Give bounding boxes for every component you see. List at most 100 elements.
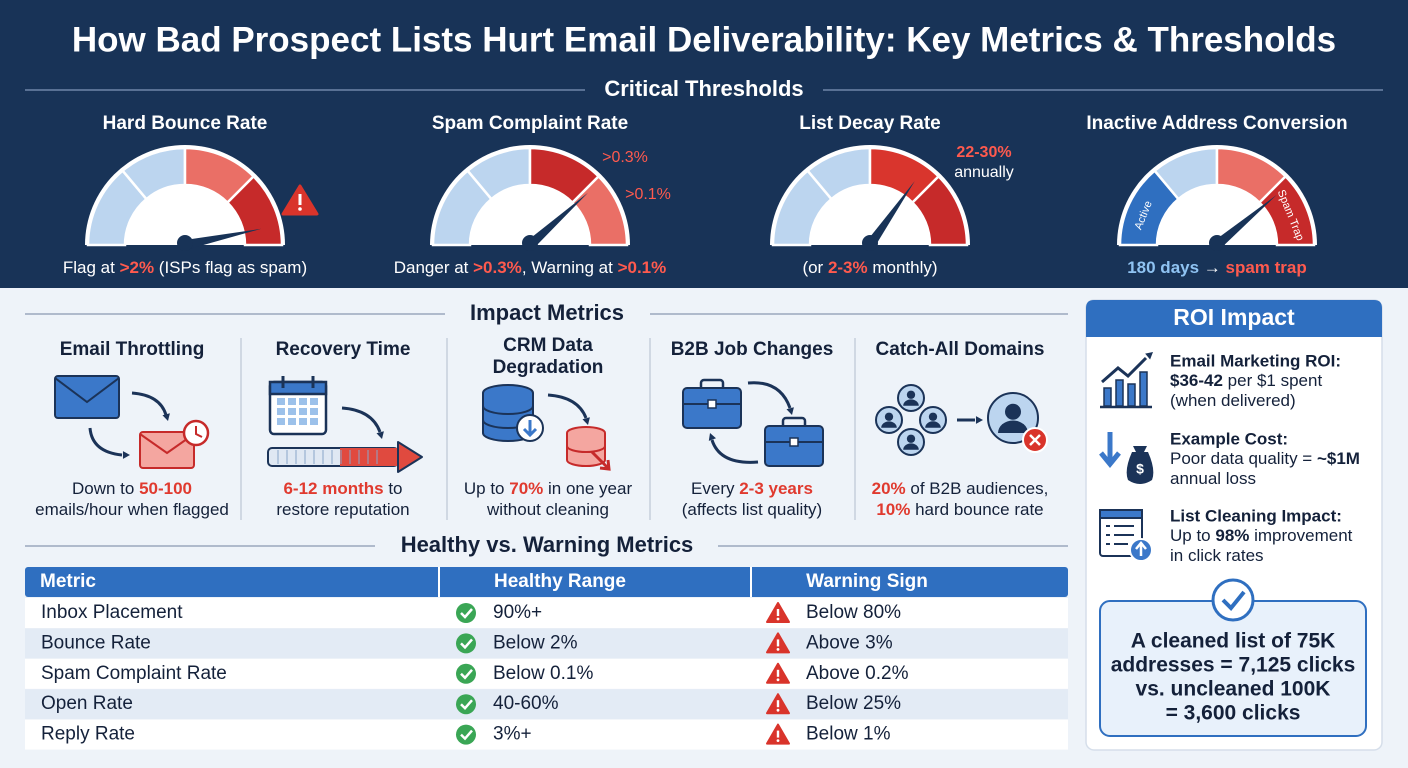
metric-title: Degradation: [493, 357, 604, 378]
metric-title: Recovery Time: [276, 339, 411, 360]
roi-list-icon: [1099, 509, 1153, 562]
icon-part: [975, 416, 983, 424]
metric-caption: Up to 70% in one year: [464, 479, 633, 498]
metric-caption: emails/hour when flagged: [35, 500, 229, 519]
icon-part: [456, 663, 476, 684]
icon-part: [460, 699, 473, 711]
summary-check: [1211, 578, 1255, 622]
icon-part: [277, 418, 285, 425]
text-part: 180 days: [1127, 258, 1199, 277]
icon-part: [1211, 578, 1255, 622]
icon-part: [708, 433, 717, 441]
icon-part: $: [1136, 461, 1144, 477]
icon-part: [776, 739, 780, 742]
icon-part: [298, 207, 302, 211]
column-header: Healthy Range: [494, 571, 626, 592]
roi-item-line: annual loss: [1170, 469, 1256, 488]
icon-part: [776, 669, 780, 677]
icon-part: [456, 724, 476, 745]
icon-part: [776, 708, 780, 712]
column-header: Warning Sign: [806, 571, 928, 592]
cell: Below 2%: [493, 632, 578, 653]
text-part: to: [384, 479, 403, 498]
summary-line: addresses = 7,125 clicks: [1111, 654, 1356, 677]
icon-part: [1115, 379, 1124, 407]
warning-icon: [766, 662, 790, 684]
icon-part: [1135, 541, 1147, 556]
gauge-hub: [862, 235, 878, 251]
icon-part: [298, 194, 302, 205]
icon-part: [903, 399, 919, 406]
icon-part: [747, 381, 792, 409]
text-part: in click rates: [1170, 546, 1264, 565]
icon-part: [54, 375, 120, 419]
icon-part: [1101, 356, 1148, 384]
icon-part: [310, 408, 318, 415]
cell: Inbox Placement: [41, 602, 183, 623]
warning-icon: [766, 723, 790, 745]
column-header: Metric: [40, 571, 96, 592]
icon-part: [277, 398, 285, 405]
cell: Below 25%: [806, 693, 901, 714]
metric-caption: 10% hard bounce rate: [876, 500, 1043, 519]
icon-part: [776, 609, 780, 616]
gauge-needle: [1213, 194, 1277, 249]
warning-icon: [766, 602, 790, 623]
table-header: [25, 567, 1068, 597]
icon-part: [341, 406, 382, 433]
recovery-icon: [267, 376, 423, 473]
section-heading: Critical Thresholds: [604, 76, 803, 101]
text-part: Every: [691, 479, 739, 498]
icon-part: [881, 421, 897, 428]
icon-part: [1145, 352, 1153, 360]
icon-part: [776, 617, 780, 621]
text-part: Poor data quality =: [1170, 449, 1317, 468]
icon-part: [1133, 446, 1147, 452]
icon-part: [299, 398, 307, 405]
icon-part: [582, 417, 590, 425]
icon-part: [928, 412, 938, 421]
metric-caption: 20% of B2B audiences,: [872, 479, 1049, 498]
icon-part: [268, 380, 328, 396]
icon-part: [397, 441, 423, 473]
icon-part: [906, 434, 916, 443]
page-title: How Bad Prospect Lists Hurt Email Delive…: [72, 20, 1336, 59]
icon-part: [590, 450, 611, 471]
metric-caption: 6-12 months to: [283, 479, 402, 498]
icon-part: [1103, 387, 1112, 407]
icon-part: [884, 412, 894, 421]
icon-part: [776, 639, 780, 647]
roi-heading: ROI Impact: [1173, 304, 1295, 330]
gauge-label: 22-30%: [956, 144, 1011, 161]
roi-item-line: $36-42 per $1 spent: [1170, 371, 1322, 390]
roi-item-title: Example Cost:: [1170, 429, 1288, 448]
icon-part: [54, 377, 120, 404]
gauge-title: Inactive Address Conversion: [1086, 113, 1347, 134]
icon-part: [1106, 525, 1134, 545]
cell: Spam Complaint Rate: [41, 663, 227, 684]
text-part: spam trap: [1226, 258, 1307, 277]
roi-item-line: in click rates: [1170, 546, 1264, 565]
icon-part: [522, 420, 538, 438]
gauge-title: Hard Bounce Rate: [103, 113, 268, 134]
gauge-segment: [225, 174, 284, 247]
cell: Above 0.2%: [806, 663, 909, 684]
icon-part: [456, 603, 476, 623]
gauge-hub: [522, 235, 538, 251]
roi-chart-icon: [1100, 352, 1153, 409]
gauge-hub: [1209, 235, 1225, 251]
text-part: (when delivered): [1170, 391, 1296, 410]
metric-caption: (affects list quality): [682, 500, 822, 519]
jobs-icon: [682, 378, 824, 467]
text-part: Down to: [72, 479, 139, 498]
gauge-segment: [1257, 174, 1316, 247]
cell: 3%+: [493, 724, 532, 745]
cell: Above 3%: [806, 632, 893, 653]
icon-part: [460, 608, 473, 619]
text-part: (or: [802, 258, 828, 277]
icon-part: [460, 668, 473, 680]
metric-caption: Every 2-3 years: [691, 479, 813, 498]
icon-part: [789, 437, 799, 447]
text-part: 6-12 months: [283, 479, 383, 498]
